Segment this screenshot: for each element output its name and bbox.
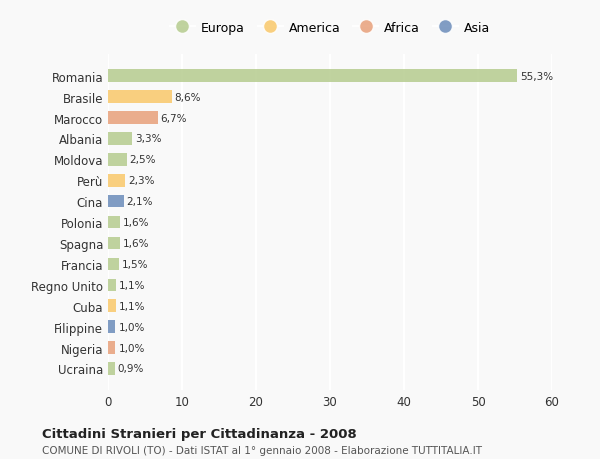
Bar <box>108 341 115 354</box>
Text: 3,3%: 3,3% <box>136 134 162 144</box>
Bar <box>108 70 517 83</box>
Bar <box>108 237 120 250</box>
Bar <box>108 321 115 333</box>
Bar <box>108 112 158 124</box>
Bar <box>108 133 133 146</box>
Text: 8,6%: 8,6% <box>175 92 201 102</box>
Bar <box>108 216 120 229</box>
Bar <box>108 196 124 208</box>
Text: COMUNE DI RIVOLI (TO) - Dati ISTAT al 1° gennaio 2008 - Elaborazione TUTTITALIA.: COMUNE DI RIVOLI (TO) - Dati ISTAT al 1°… <box>42 445 482 455</box>
Text: 1,6%: 1,6% <box>123 218 149 228</box>
Text: 0,9%: 0,9% <box>118 364 144 374</box>
Text: 1,5%: 1,5% <box>122 259 149 269</box>
Legend: Europa, America, Africa, Asia: Europa, America, Africa, Asia <box>166 18 494 38</box>
Text: 1,0%: 1,0% <box>118 322 145 332</box>
Bar <box>108 279 116 291</box>
Text: Cittadini Stranieri per Cittadinanza - 2008: Cittadini Stranieri per Cittadinanza - 2… <box>42 427 357 440</box>
Bar <box>108 154 127 166</box>
Bar <box>108 258 119 271</box>
Bar <box>108 174 125 187</box>
Text: 55,3%: 55,3% <box>520 72 553 82</box>
Text: 1,6%: 1,6% <box>123 239 149 248</box>
Text: 1,1%: 1,1% <box>119 280 146 290</box>
Bar <box>108 363 115 375</box>
Text: 6,7%: 6,7% <box>161 113 187 123</box>
Text: 1,1%: 1,1% <box>119 301 146 311</box>
Bar <box>108 91 172 104</box>
Text: 2,5%: 2,5% <box>130 155 156 165</box>
Text: 2,1%: 2,1% <box>127 197 153 207</box>
Text: 2,3%: 2,3% <box>128 176 154 186</box>
Text: 1,0%: 1,0% <box>118 343 145 353</box>
Bar <box>108 300 116 312</box>
